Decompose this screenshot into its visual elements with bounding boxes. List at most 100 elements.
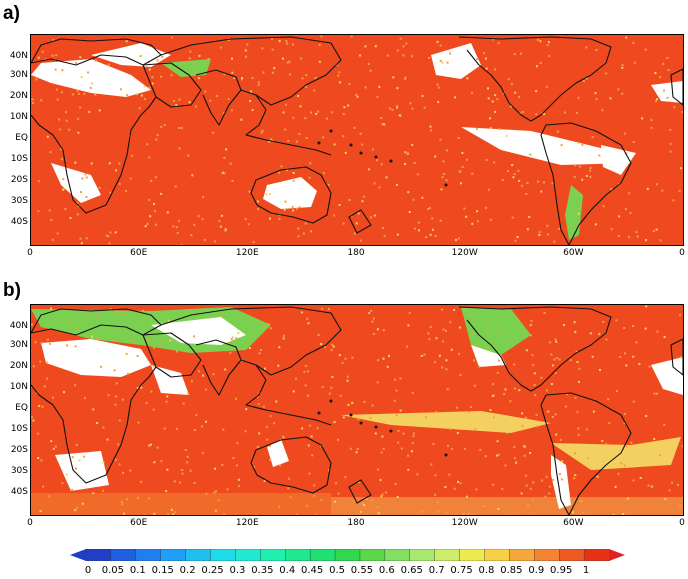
colorbar-tick-label: 0.7 [428, 565, 445, 576]
coastline-africa [31, 54, 157, 214]
colorbar-tick-label: 0.6 [378, 565, 395, 576]
ocean-field [31, 305, 683, 515]
coastline-greenland [670, 68, 683, 106]
southern-band [331, 497, 683, 515]
australia-white [267, 439, 289, 467]
coastline-nz [348, 209, 372, 234]
lon-label: 120E [235, 248, 259, 258]
island-dot [359, 421, 363, 425]
island-dot [389, 159, 393, 163]
colorbar-segment [583, 549, 610, 561]
coastline-europe [31, 308, 162, 336]
lat-label: 20S [10, 175, 28, 185]
coastline-india [195, 69, 242, 126]
colorbar-tick-label: 0.25 [201, 565, 224, 576]
colorbar-labels: 0 0.05 0.1 0.15 0.2 0.25 0.3 0.35 0.4 0.45 0.5 0.55… [70, 565, 625, 579]
island-dot [444, 183, 448, 187]
coastline-mideast [142, 332, 202, 378]
nam-white [471, 345, 506, 367]
lon-label: 0 [679, 518, 685, 528]
colorbar-segment [334, 549, 361, 561]
colorbar-tick-label: 0.95 [550, 565, 573, 576]
colorbar-segment [210, 549, 237, 561]
speckle-mid [31, 35, 683, 245]
colorbar-segment [160, 549, 187, 561]
lon-label: 60W [563, 518, 584, 528]
island-dot [329, 129, 333, 133]
colorbar-segment [359, 549, 386, 561]
lon-label: 60E [130, 518, 148, 528]
island-dot [317, 411, 321, 415]
island-dot [444, 453, 448, 457]
panel-b-label: b) [3, 280, 21, 301]
panel-a-label: a) [3, 3, 20, 24]
seqpacific-white [461, 127, 631, 165]
lon-label: 60W [563, 248, 584, 258]
colorbar-segment [85, 549, 112, 561]
colorbar-tick-label: 0.05 [101, 565, 125, 576]
colorbar-segment [384, 549, 411, 561]
coastline-africa [31, 324, 157, 484]
speckle-mid [31, 307, 683, 515]
lat-label: 10S [10, 154, 28, 164]
colorbar-tick-label: 0.35 [251, 565, 274, 576]
satl-light [551, 437, 681, 470]
lon-label: 180 [347, 248, 365, 258]
lat-label: 40S [10, 487, 28, 497]
lat-label: 20N [9, 361, 28, 371]
lon-label: 120E [235, 518, 259, 528]
coastline-namerica [458, 306, 612, 392]
namerica-green [461, 307, 531, 355]
coastline-asia [160, 36, 342, 106]
coastline-samerica [540, 392, 632, 515]
coastline-seasia [245, 94, 332, 156]
arabia-white [151, 365, 189, 395]
island-dot [389, 429, 393, 433]
coastline-namerica [458, 36, 612, 122]
lon-label: 0 [27, 518, 33, 528]
coastline-nz [348, 479, 372, 504]
colorbar-segment [434, 549, 461, 561]
lat-label: 30S [10, 196, 28, 206]
sahara-white [31, 59, 151, 97]
map-panel-b [30, 304, 684, 516]
colorbar-segment [534, 549, 560, 561]
colorbar-tick-label: 0.3 [229, 565, 246, 576]
kalahari-white [55, 451, 109, 491]
colorbar-tick-label: 0.2 [179, 565, 196, 576]
colorbar-over-arrow [609, 549, 625, 561]
coastline-australia [250, 166, 332, 224]
lat-label: 10N [9, 112, 28, 122]
lon-label: 0 [679, 248, 685, 258]
coastline-mideast [142, 62, 202, 108]
island-dot [349, 413, 353, 417]
colorbar-segment [309, 549, 336, 561]
eqpacific-light [341, 411, 551, 433]
atlantic-white [651, 81, 683, 103]
colorbar-tick-label: 0.5 [329, 565, 345, 576]
lat-label: EQ [15, 403, 28, 413]
coastline-india [195, 339, 242, 396]
australia-white [263, 177, 317, 209]
island-dot [374, 155, 378, 159]
colorbar [70, 549, 625, 561]
colorbar-tick-label: 0.55 [350, 565, 374, 576]
lon-axis-b: 0 60E 120E 180 120W 60W 0 [27, 518, 685, 532]
lon-label: 120W [451, 248, 478, 258]
colorbar-segment [185, 549, 212, 561]
colorbar-tick-label: 0.9 [528, 565, 545, 576]
colorbar-segment [235, 549, 262, 561]
lat-label: 20S [10, 445, 28, 455]
lat-label: 10N [9, 382, 28, 392]
lon-axis-a: 0 60E 120E 180 120W 60W 0 [27, 248, 685, 262]
colorbar-segment [110, 549, 137, 561]
colorbar-tick-label: 0.15 [151, 565, 174, 576]
coastline-australia [250, 436, 332, 494]
colorbar-segment [484, 549, 511, 561]
colorbar-segment [285, 549, 311, 561]
lon-label: 60E [130, 248, 148, 258]
lat-label: 40S [10, 217, 28, 227]
tibet-white [151, 317, 246, 345]
colorbar-tick-label: 0.75 [450, 565, 473, 576]
lat-label: 40N [9, 321, 28, 331]
